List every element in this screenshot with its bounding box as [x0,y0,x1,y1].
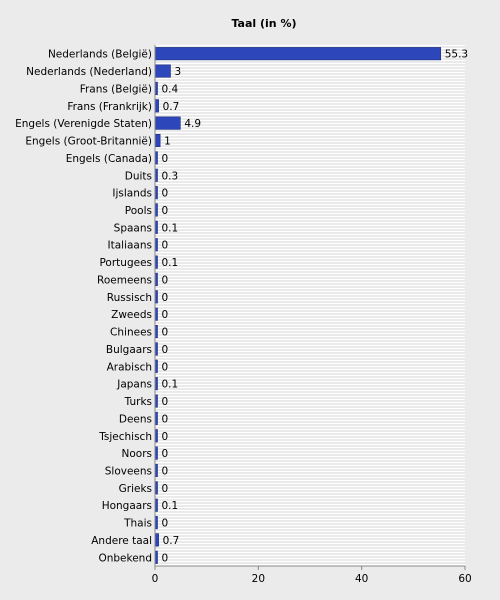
data-label: 0 [162,448,169,460]
x-tick-label: 40 [355,573,368,585]
data-label: 0 [162,431,169,443]
data-label: 0.7 [163,101,180,113]
category-label: Russisch [107,292,152,304]
data-label: 0.1 [162,500,179,512]
data-label: 4.9 [184,118,201,130]
data-label: 0 [162,205,169,217]
category-label: Hongaars [102,500,152,512]
data-label: 0.3 [162,170,179,182]
category-label: Duits [125,170,152,182]
data-label: 0 [162,240,169,252]
data-label: 0 [162,274,169,286]
data-label: 0.4 [162,83,179,95]
data-label: 55.3 [445,49,468,61]
category-label: Arabisch [107,361,152,373]
category-label: Nederlands (Nederland) [26,66,152,78]
data-label: 0.7 [163,535,180,547]
category-label: Noors [122,448,153,460]
data-label: 0 [162,483,169,495]
bar [154,47,442,61]
category-label: Nederlands (België) [48,49,152,61]
category-label: Zweeds [111,309,152,321]
category-label: Frans (België) [80,83,152,95]
category-label: Engels (Groot-Britannië) [25,136,152,148]
category-label: Ijslands [112,188,152,200]
bar [154,533,159,547]
category-label: Roemeens [97,274,152,286]
x-tick-label: 60 [458,573,471,585]
category-labels: Nederlands (België) Nederlands (Nederland… [15,49,152,565]
category-label: Engels (Canada) [66,153,152,165]
data-label: 0 [162,552,169,564]
category-label: Deens [119,413,152,425]
x-tick-label: 20 [252,573,265,585]
category-label: Bulgaars [106,344,152,356]
category-label: Portugees [99,257,152,269]
data-label: 0.1 [162,222,179,234]
category-label: Andere taal [91,535,152,547]
data-label: 0 [162,518,169,530]
plot-grid [155,45,465,566]
data-label: 1 [164,136,171,148]
data-label: 0 [162,465,169,477]
data-label: 3 [175,66,182,78]
category-label: Spaans [114,222,152,234]
bar [154,116,181,130]
data-label: 0 [162,344,169,356]
category-label: Grieks [119,483,152,495]
category-label: Frans (Frankrijk) [67,101,152,113]
category-label: Japans [116,379,152,391]
category-label: Onbekend [98,552,152,564]
x-tick-label: 0 [152,573,159,585]
bar [154,99,159,113]
data-label: 0 [162,188,169,200]
category-label: Pools [125,205,152,217]
category-label: Engels (Verenigde Staten) [15,118,152,130]
category-label: Sloveens [105,465,152,477]
category-label: Thais [123,518,152,530]
bar [154,133,161,148]
category-label: Italiaans [108,240,152,252]
data-label: 0 [162,361,169,373]
category-label: Chinees [110,327,152,339]
data-label: 0 [162,327,169,339]
data-label: 0 [162,413,169,425]
category-label: Tsjechisch [98,431,152,443]
x-axis: 0 20 40 60 [152,45,472,585]
chart-title: Taal (in %) [231,17,296,30]
data-label: 0.1 [162,379,179,391]
category-label: Turks [124,396,152,408]
data-label: 0.1 [162,257,179,269]
bar [154,64,171,78]
value-labels: 55.3 3 0.4 0.7 4.9 1 0 0.3 0 0 0.1 0 0.1 0 0 0 0 0 0 0.1 0 0 0… [162,49,469,565]
data-label: 0 [162,309,169,321]
data-label: 0 [162,292,169,304]
data-label: 0 [162,153,169,165]
data-label: 0 [162,396,169,408]
